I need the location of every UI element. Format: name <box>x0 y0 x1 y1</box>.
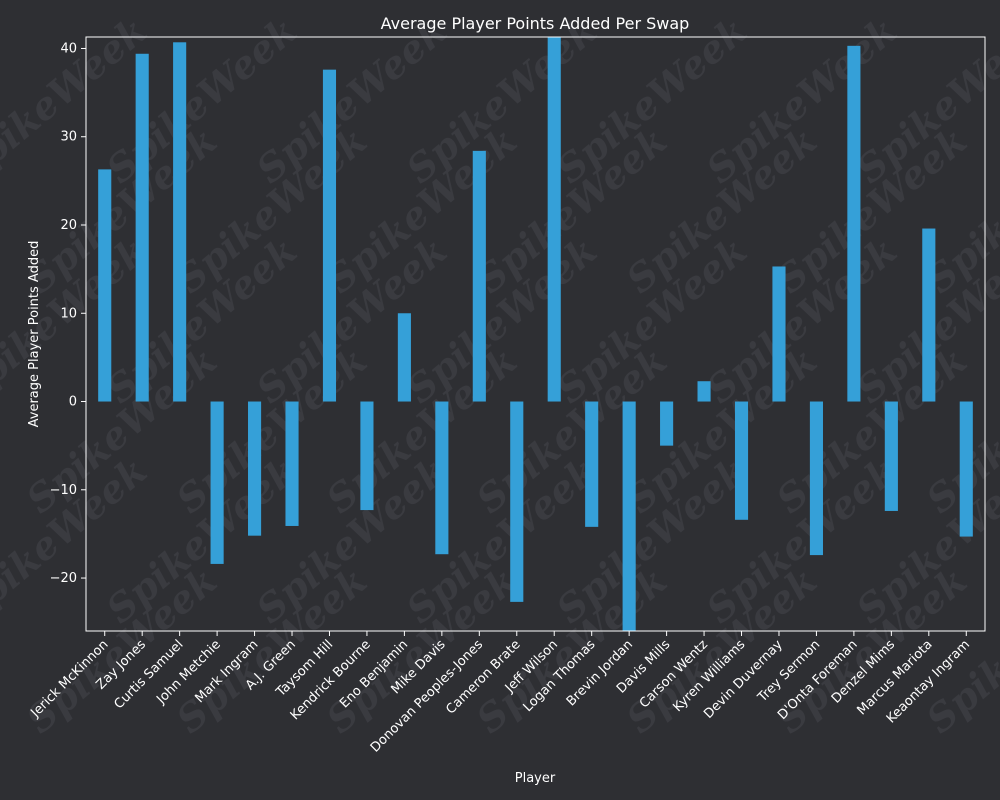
bar <box>847 45 861 402</box>
x-axis-label: Player <box>515 771 556 786</box>
bar <box>697 381 711 402</box>
bar <box>510 401 524 602</box>
bar <box>472 150 486 402</box>
y-tick-label: 30 <box>60 130 77 145</box>
bar <box>585 401 599 527</box>
bar <box>734 401 749 520</box>
plot-frame <box>85 36 986 632</box>
bar <box>435 401 449 555</box>
axes-group <box>85 36 986 632</box>
y-axis-label: Average Player Points Added <box>27 241 42 428</box>
bar <box>660 401 674 446</box>
bar <box>285 401 299 526</box>
bar <box>173 42 187 402</box>
y-tick-label: 0 <box>69 395 77 410</box>
bar <box>884 401 898 511</box>
y-ticks-group: −20 −10 0 10 20 30 40 <box>50 41 86 586</box>
bar <box>397 313 411 402</box>
y-tick-label: 40 <box>60 41 77 56</box>
bar <box>547 37 561 402</box>
y-tick-label: −20 <box>50 571 77 586</box>
bar <box>98 169 112 402</box>
chart-title: Average Player Points Added Per Swap <box>381 14 690 33</box>
y-tick-label: 20 <box>60 218 77 233</box>
bar <box>959 401 973 537</box>
bar <box>922 228 936 402</box>
bar <box>622 401 636 631</box>
bars-group <box>98 37 973 631</box>
bar <box>360 401 374 511</box>
y-tick-label: −10 <box>50 483 77 498</box>
bar <box>809 401 823 556</box>
y-tick-label: 10 <box>60 306 77 321</box>
bar <box>248 401 262 536</box>
bar <box>772 266 786 402</box>
bar <box>322 69 337 402</box>
bar <box>210 401 224 564</box>
bar <box>135 53 149 402</box>
